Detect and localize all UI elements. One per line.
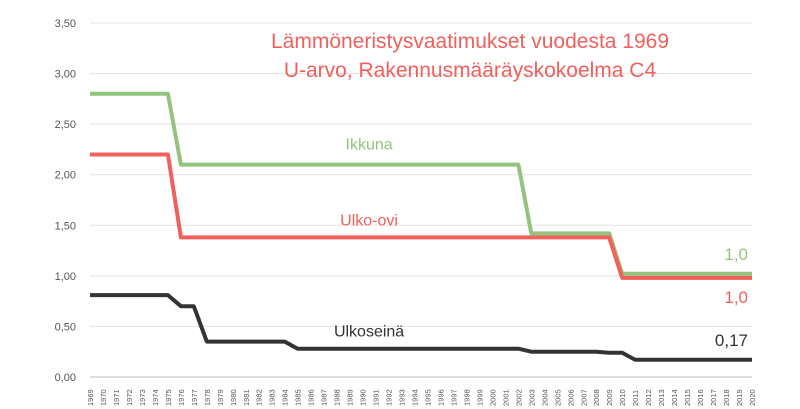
x-tick-label: 2017	[709, 389, 718, 406]
x-tick-label: 2013	[657, 389, 666, 406]
x-tick-label: 1979	[216, 389, 225, 406]
x-tick-label: 2007	[579, 389, 588, 406]
x-tick-label: 1983	[268, 389, 277, 406]
x-tick-label: 1976	[177, 389, 186, 406]
x-tick-label: 1975	[164, 389, 173, 406]
y-tick-label: 1,00	[55, 271, 76, 283]
end-value-label: 1,0	[724, 245, 748, 264]
x-tick-label: 1969	[86, 389, 95, 406]
x-tick-label: 1989	[346, 389, 355, 406]
x-tick-label: 1978	[203, 389, 212, 406]
x-tick-label: 2008	[592, 389, 601, 406]
x-tick-label: 2012	[644, 389, 653, 406]
x-tick-label: 2000	[488, 389, 497, 406]
end-value-label: 1,0	[724, 288, 748, 307]
y-tick-label: 2,50	[55, 119, 76, 131]
x-tick-label: 2004	[540, 389, 549, 406]
x-tick-label: 1995	[423, 389, 432, 406]
x-tick-label: 2002	[514, 389, 523, 406]
series-label: Ulko-ovi	[340, 212, 398, 229]
end-value-label: 0,17	[715, 331, 748, 350]
x-tick-label: 1996	[436, 389, 445, 406]
x-tick-label: 1977	[190, 389, 199, 406]
x-tick-label: 1990	[359, 389, 368, 406]
x-tick-label: 1982	[255, 389, 264, 406]
x-tick-label: 2009	[605, 389, 614, 406]
series-labels: Ikkuna Ulko-ovi Ulkoseinä 1,0 1,0 0,17	[334, 137, 748, 350]
y-tick-label: 2,00	[55, 170, 76, 182]
x-tick-label: 1988	[333, 389, 342, 406]
series-label: Ikkuna	[346, 137, 393, 154]
x-tick-label: 2014	[670, 389, 679, 406]
x-tick-label: 2006	[566, 389, 575, 406]
y-tick-label: 1,50	[55, 220, 76, 232]
series-line-ikkuna	[90, 91, 752, 276]
y-tick-label: 3,00	[55, 69, 76, 81]
series-line-ulkosein-	[90, 293, 752, 362]
x-tick-label: 1971	[112, 389, 121, 406]
x-tick-label: 1970	[99, 389, 108, 406]
y-axis: 0,00 0,50 1,00 1,50 2,00 2,50 3,00 3,50	[55, 18, 76, 384]
x-tick-label: 2016	[696, 389, 705, 406]
x-tick-label: 2020	[748, 389, 757, 406]
x-tick-label: 1974	[151, 389, 160, 406]
x-tick-label: 2003	[527, 389, 536, 406]
x-tick-label: 1985	[294, 389, 303, 406]
x-tick-label: 1999	[475, 389, 484, 406]
x-tick-label: 1973	[138, 389, 147, 406]
x-axis: 1969 1970 1971 1972 1973 1974 1975 1976 1977 1978…	[86, 389, 757, 406]
x-tick-label: 1972	[125, 389, 134, 406]
chart-title: Lämmöneristysvaatimukset vuodesta 1969	[271, 30, 669, 53]
x-tick-label: 1981	[242, 389, 251, 406]
x-tick-label: 2018	[722, 389, 731, 406]
x-tick-label: 1993	[398, 389, 407, 406]
x-tick-label: 1980	[229, 389, 238, 406]
chart-subtitle: U-arvo, Rakennusmääräyskokoelma C4	[284, 59, 657, 82]
x-tick-label: 2011	[631, 390, 640, 406]
series-label: Ulkoseinä	[334, 324, 404, 341]
x-tick-label: 2015	[683, 389, 692, 406]
x-tick-label: 2001	[501, 389, 510, 406]
x-tick-label: 1987	[320, 389, 329, 406]
y-tick-label: 0,50	[55, 321, 76, 333]
x-tick-label: 1994	[411, 389, 420, 406]
x-tick-label: 1992	[385, 389, 394, 406]
x-tick-label: 1986	[307, 389, 316, 406]
x-tick-label: 2005	[553, 389, 562, 406]
series-lines	[90, 91, 752, 362]
x-tick-label: 2010	[618, 389, 627, 406]
y-tick-label: 0,00	[55, 372, 76, 384]
x-tick-label: 1998	[462, 389, 471, 406]
y-tick-label: 3,50	[55, 18, 76, 30]
x-tick-label: 1991	[372, 389, 381, 406]
series-line-ulko-ovi	[90, 152, 752, 280]
x-tick-label: 1984	[281, 389, 290, 406]
x-tick-label: 1997	[449, 389, 458, 406]
x-tick-label: 2019	[735, 389, 744, 406]
